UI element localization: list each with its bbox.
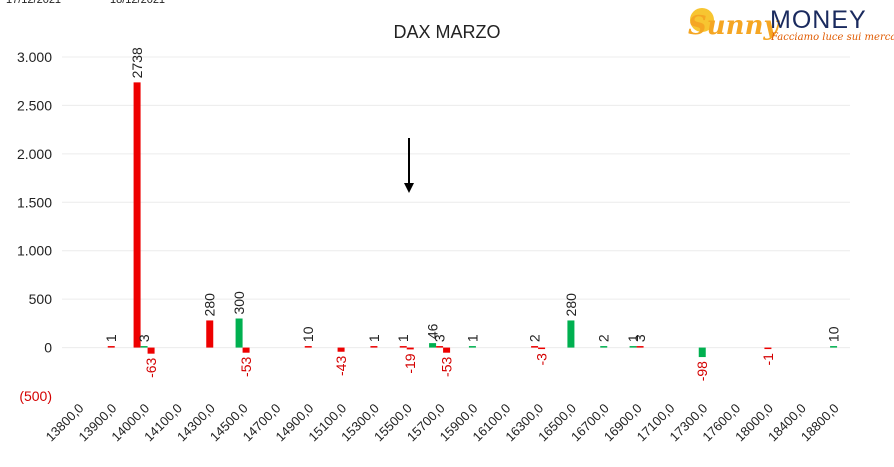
data-label: 2: [527, 334, 543, 342]
bar: [337, 347, 345, 352]
data-label: 3: [632, 334, 648, 342]
data-label: 1: [366, 334, 382, 342]
data-label: -19: [402, 353, 418, 373]
bar: [443, 347, 451, 353]
data-label: -98: [694, 361, 710, 381]
data-label: 2738: [129, 47, 145, 78]
gridlines: [62, 56, 850, 349]
bar: [147, 347, 155, 354]
bar: [235, 318, 243, 348]
data-label: -63: [143, 357, 159, 377]
bar: [304, 346, 312, 348]
y-tick-label: 3.000: [17, 49, 52, 65]
data-label: 3: [136, 334, 152, 342]
bar: [538, 347, 546, 350]
bar: [429, 343, 437, 348]
x-axis: 13800,013900,014000,014100,014300,014500…: [43, 401, 842, 445]
data-label: 46: [425, 323, 441, 339]
bar: [531, 346, 539, 348]
y-tick-label: 2.500: [17, 97, 52, 113]
data-label: 1: [395, 334, 411, 342]
bar: [406, 347, 414, 350]
y-tick-label: 500: [29, 291, 53, 307]
bar: [140, 346, 148, 348]
bar: [600, 346, 608, 348]
header-dates: 17/12/2021 18/12/2021: [6, 0, 165, 6]
bar: [107, 346, 115, 348]
data-label: 2: [596, 334, 612, 342]
data-label: 3: [432, 334, 448, 342]
data-label: -43: [333, 356, 349, 376]
logo-sunny-text: Sunny: [688, 11, 780, 41]
bar: [636, 346, 644, 348]
data-label: 300: [231, 291, 247, 315]
sun-icon: [690, 8, 714, 32]
bar: [468, 346, 476, 348]
data-label: 280: [563, 293, 579, 317]
y-tick-label: 1.000: [17, 243, 52, 259]
data-label: -53: [439, 356, 455, 376]
bar: [133, 82, 141, 348]
data-label: 10: [300, 326, 316, 342]
bar: [567, 320, 575, 348]
bar: [242, 347, 250, 353]
bars: [107, 82, 838, 358]
bar: [370, 346, 378, 348]
bar: [698, 347, 706, 358]
bar: [830, 346, 838, 348]
sunny-money-logo: Sunny MONEY Facciamo luce sui mercati: [688, 6, 894, 43]
data-label: 1: [625, 334, 641, 342]
chart-title: DAX MARZO: [393, 22, 500, 42]
header-date-right: 18/12/2021: [110, 0, 165, 6]
data-label: -53: [238, 356, 254, 376]
bar: [764, 347, 772, 350]
y-tick-label: 0: [44, 340, 52, 356]
data-label: -3: [534, 353, 550, 366]
logo-tagline: Facciamo luce sui mercati: [770, 32, 894, 43]
y-tick-label: 2.000: [17, 146, 52, 162]
bar: [206, 320, 214, 348]
data-label: 280: [202, 293, 218, 317]
y-axis: 3.000 2.500 2.000 1.500 1.000 500 0 (500): [17, 49, 52, 404]
y-tick-label: (500): [19, 388, 52, 404]
data-label: 1: [464, 334, 480, 342]
header-date-left: 17/12/2021: [6, 0, 61, 6]
logo-money-text: MONEY: [770, 6, 867, 34]
y-tick-label: 1.500: [17, 194, 52, 210]
data-label: -1: [760, 353, 776, 366]
bar: [436, 346, 444, 348]
data-label: 10: [826, 326, 842, 342]
data-label: 1: [103, 334, 119, 342]
bar: [399, 346, 407, 348]
down-arrow-icon: [404, 138, 414, 193]
bar: [629, 346, 637, 348]
